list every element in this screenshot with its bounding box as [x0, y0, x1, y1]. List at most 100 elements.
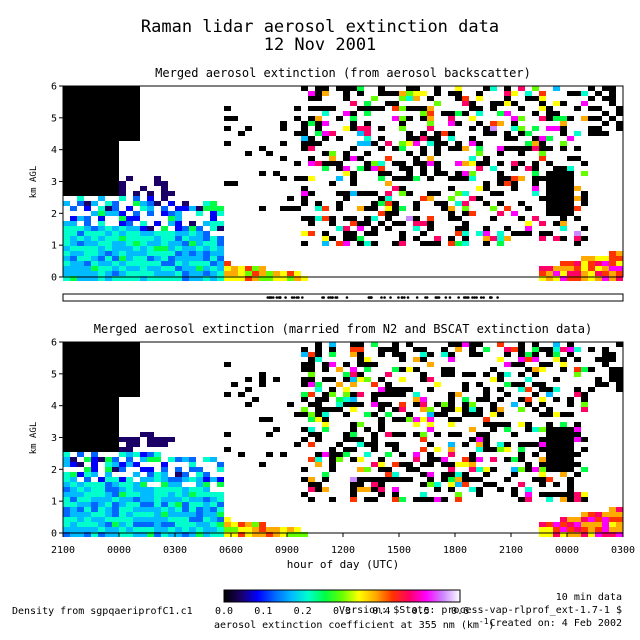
field-cell — [399, 206, 406, 211]
field-cell — [420, 166, 427, 171]
field-cell — [77, 201, 84, 206]
field-cell — [392, 392, 399, 397]
field-cell — [504, 382, 511, 387]
field-cell — [357, 352, 364, 357]
field-cell — [406, 342, 413, 347]
field-cell — [378, 392, 385, 397]
field-cell — [91, 377, 98, 382]
field-cell — [392, 221, 399, 226]
field-cell — [168, 191, 175, 196]
field-cell — [105, 412, 112, 417]
field-cell — [539, 146, 546, 151]
field-cell — [469, 407, 476, 412]
field-cell — [483, 236, 490, 241]
field-cell — [161, 246, 168, 251]
field-cell — [609, 261, 616, 266]
field-cell — [84, 126, 91, 131]
field-cell — [126, 382, 133, 387]
field-cell — [210, 502, 217, 507]
field-cell — [476, 407, 483, 412]
field-cell — [91, 517, 98, 522]
field-cell — [385, 216, 392, 221]
field-cell — [518, 161, 525, 166]
field-cell — [371, 226, 378, 231]
field-cell — [469, 176, 476, 181]
field-cell — [105, 367, 112, 372]
field-cell — [616, 121, 623, 126]
field-cell — [63, 231, 70, 236]
field-cell — [371, 497, 378, 502]
field-cell — [581, 437, 588, 442]
field-cell — [581, 447, 588, 452]
field-cell — [399, 191, 406, 196]
field-cell — [413, 457, 420, 462]
field-cell — [553, 266, 560, 271]
field-cell — [427, 362, 434, 367]
field-cell — [525, 352, 532, 357]
field-cell — [476, 412, 483, 417]
field-cell — [126, 276, 133, 281]
field-cell — [77, 116, 84, 121]
footer-created: Created on: 4 Feb 2002 — [490, 618, 622, 629]
field-cell — [91, 502, 98, 507]
field-cell — [350, 126, 357, 131]
field-cell — [385, 226, 392, 231]
field-cell — [112, 437, 119, 442]
field-cell — [546, 477, 553, 482]
field-cell — [140, 477, 147, 482]
field-cell — [84, 382, 91, 387]
field-cell — [336, 201, 343, 206]
field-cell — [70, 447, 77, 452]
field-cell — [476, 492, 483, 497]
field-cell — [231, 382, 238, 387]
field-cell — [539, 176, 546, 181]
field-cell — [476, 442, 483, 447]
field-cell — [546, 392, 553, 397]
field-cell — [105, 161, 112, 166]
field-cell — [105, 387, 112, 392]
field-cell — [518, 452, 525, 457]
field-cell — [77, 266, 84, 271]
field-cell — [392, 352, 399, 357]
field-cell — [154, 472, 161, 477]
field-cell — [77, 442, 84, 447]
field-cell — [84, 342, 91, 347]
field-cell — [112, 342, 119, 347]
field-cell — [154, 266, 161, 271]
field-cell — [231, 271, 238, 276]
field-cell — [98, 96, 105, 101]
field-cell — [98, 442, 105, 447]
field-cell — [119, 497, 126, 502]
field-cell — [483, 437, 490, 442]
field-cell — [210, 266, 217, 271]
field-cell — [252, 266, 259, 271]
field-cell — [455, 141, 462, 146]
field-cell — [616, 106, 623, 111]
y-tick-label: 6 — [51, 338, 57, 349]
field-cell — [595, 522, 602, 527]
field-cell — [196, 502, 203, 507]
field-cell — [448, 447, 455, 452]
field-cell — [525, 221, 532, 226]
field-cell — [378, 387, 385, 392]
field-cell — [350, 372, 357, 377]
field-cell — [189, 251, 196, 256]
field-cell — [574, 367, 581, 372]
field-cell — [133, 86, 140, 91]
field-cell — [511, 116, 518, 121]
field-cell — [532, 372, 539, 377]
field-cell — [203, 201, 210, 206]
field-cell — [413, 226, 420, 231]
field-cell — [133, 362, 140, 367]
field-cell — [364, 111, 371, 116]
field-cell — [77, 452, 84, 457]
field-cell — [448, 146, 455, 151]
field-cell — [476, 397, 483, 402]
field-cell — [77, 347, 84, 352]
field-cell — [483, 387, 490, 392]
field-cell — [140, 507, 147, 512]
field-cell — [476, 111, 483, 116]
field-cell — [77, 427, 84, 432]
field-cell — [441, 347, 448, 352]
field-cell — [203, 457, 210, 462]
